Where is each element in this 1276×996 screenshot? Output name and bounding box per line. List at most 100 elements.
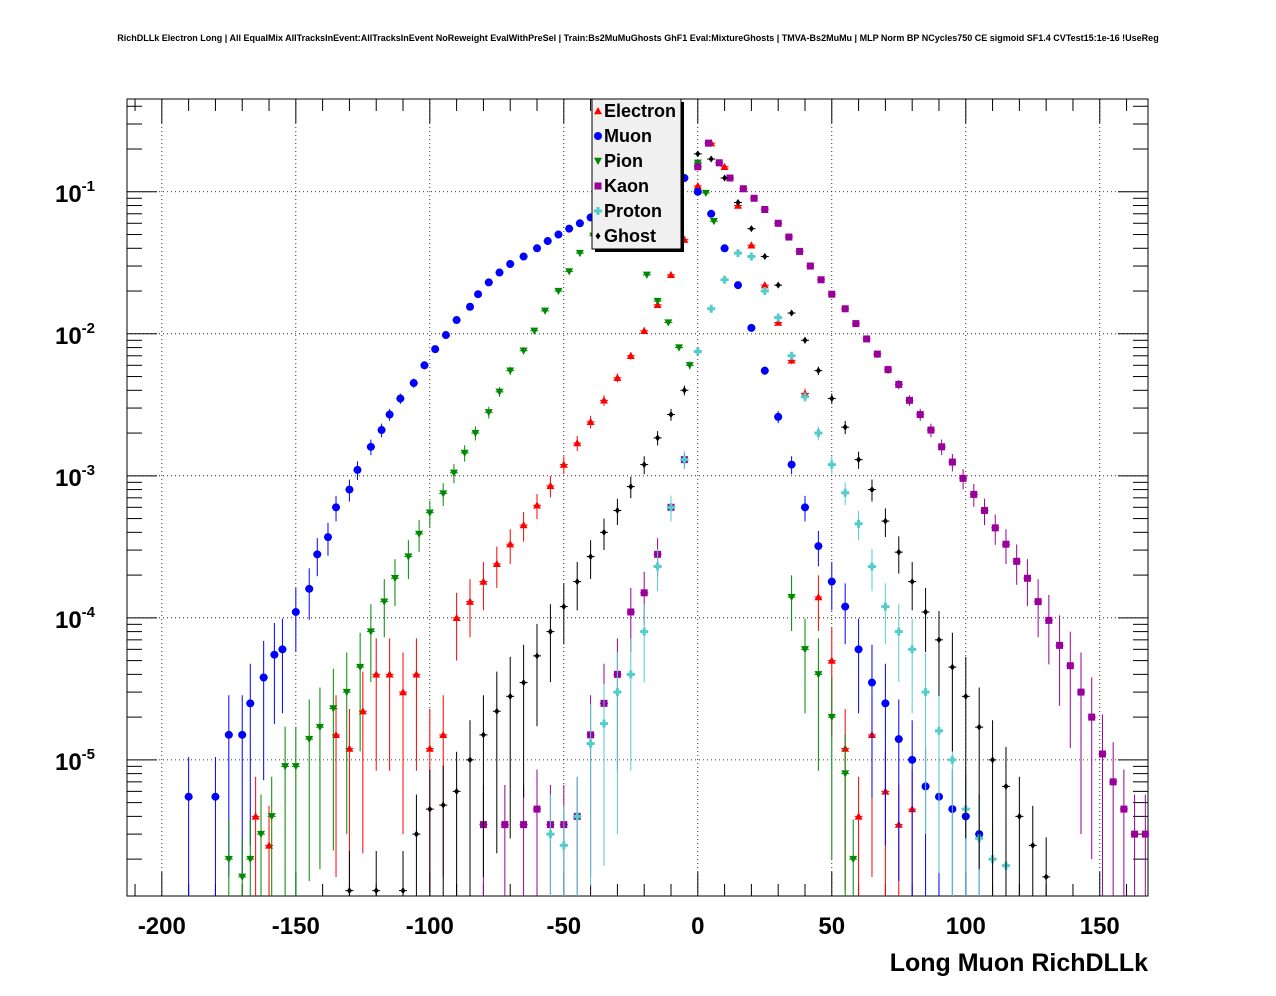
data-point-ghost: [588, 553, 594, 561]
data-point-muon: [881, 699, 890, 708]
data-point-muon: [270, 650, 279, 659]
data-point-pion: [495, 388, 504, 396]
data-point-kaon: [1013, 557, 1021, 565]
data-point-muon: [894, 735, 903, 744]
data-point-kaon: [895, 380, 903, 388]
data-point-ghost: [923, 608, 929, 616]
data-point-ghost: [494, 707, 500, 715]
data-point-pion: [701, 189, 710, 198]
data-point-kaon: [520, 821, 528, 829]
data-point-proton: [720, 275, 729, 284]
data-point-muon: [259, 673, 268, 682]
data-point-muon: [693, 187, 702, 196]
legend-label-muon: Muon: [604, 126, 652, 146]
data-point-electron: [332, 730, 341, 739]
data-point-electron: [814, 593, 823, 601]
data-point-kaon: [841, 305, 849, 313]
data-point-ghost: [440, 801, 446, 809]
data-point-electron: [747, 241, 756, 249]
legend-marker-kaon: [594, 182, 602, 190]
data-point-muon: [854, 645, 863, 654]
data-point-ghost: [1030, 841, 1036, 849]
data-point-kaon: [927, 426, 935, 434]
data-point-kaon: [916, 411, 924, 419]
data-point-electron: [546, 481, 555, 490]
data-point-ghost: [681, 386, 687, 394]
data-point-pion: [449, 469, 458, 477]
data-point-kaon: [948, 458, 956, 466]
data-point-pion: [849, 855, 858, 864]
data-point-electron: [774, 318, 783, 326]
data-point-ghost: [762, 253, 768, 261]
data-point-kaon: [726, 174, 734, 182]
data-point-kaon: [817, 276, 825, 284]
x-tick-label: -100: [406, 913, 454, 940]
data-point-electron: [466, 597, 475, 605]
data-point-electron: [506, 540, 515, 548]
data-point-electron: [358, 707, 367, 715]
y-tick-label: 10-5: [55, 746, 95, 776]
data-point-muon: [452, 316, 461, 325]
data-point-pion: [281, 763, 290, 771]
legend: Electron Muon Pion Kaon Proton Ghost: [591, 98, 684, 252]
data-point-kaon: [533, 805, 541, 813]
data-point-proton: [854, 519, 863, 528]
data-point-pion: [315, 723, 324, 732]
data-point-pion: [305, 735, 314, 744]
x-tick-label: 150: [1080, 913, 1120, 940]
data-point-electron: [251, 812, 260, 820]
y-tick-label: 10-1: [55, 178, 95, 208]
data-point-ghost: [628, 483, 634, 491]
x-tick-label: -200: [138, 913, 186, 940]
data-point-ghost: [668, 411, 674, 419]
data-point-pion: [329, 705, 338, 713]
data-point-electron: [827, 656, 836, 664]
data-point-pion: [787, 593, 796, 602]
data-point-proton: [881, 602, 890, 611]
data-point-kaon: [627, 608, 635, 616]
data-point-electron: [372, 670, 381, 678]
data-point-muon: [814, 542, 823, 551]
data-point-proton: [841, 488, 850, 497]
y-tick-label: 10-4: [55, 604, 96, 634]
data-point-proton: [653, 562, 662, 571]
data-point-proton: [600, 719, 609, 728]
data-point-ghost: [708, 155, 714, 163]
y-tick-label: 10-3: [55, 462, 95, 492]
data-point-pion: [238, 873, 247, 881]
data-point-muon: [720, 244, 729, 253]
legend-label-electron: Electron: [604, 101, 676, 121]
data-point-electron: [412, 670, 421, 678]
chart-title: RichDLLk Electron Long | All EqualMix Al…: [117, 33, 1159, 43]
data-point-kaon: [705, 139, 713, 147]
data-point-muon: [184, 792, 193, 801]
x-tick-label: 50: [818, 913, 845, 940]
data-point-pion: [519, 347, 528, 355]
data-point-ghost: [373, 887, 379, 895]
data-point-ghost: [829, 395, 835, 403]
data-point-muon: [565, 224, 574, 233]
data-point-electron: [613, 373, 622, 381]
data-point-pion: [404, 553, 413, 561]
data-point-pion: [484, 409, 493, 417]
data-point-proton: [707, 304, 716, 313]
data-point-muon: [278, 645, 287, 654]
data-point-electron: [533, 501, 542, 509]
data-point-electron: [492, 559, 501, 568]
y-axis: 10-5 10-4 10-3 10-2 10-1: [55, 105, 1148, 860]
data-point-muon: [305, 584, 314, 593]
data-point-electron: [559, 460, 568, 468]
data-point-pion: [291, 763, 300, 771]
data-point-pion: [541, 307, 550, 315]
y-tick-label: 10-2: [55, 320, 95, 350]
data-point-muon: [396, 394, 405, 403]
data-point-proton: [827, 460, 836, 469]
data-point-ghost: [856, 456, 862, 464]
data-point-kaon: [796, 247, 804, 255]
series-ghost: [345, 150, 1051, 896]
data-point-proton: [948, 755, 957, 764]
x-tick-label: 0: [691, 913, 704, 940]
data-point-kaon: [761, 206, 769, 214]
data-point-muon: [385, 410, 394, 419]
